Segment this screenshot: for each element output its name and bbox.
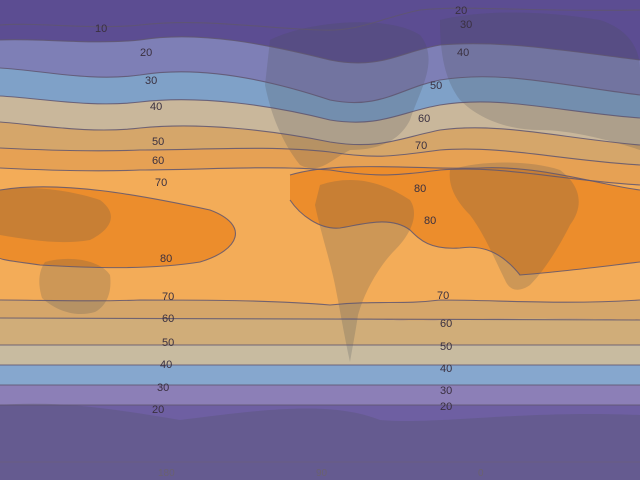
label-s40: 40 — [160, 359, 172, 371]
label-sr50: 50 — [440, 341, 452, 353]
land-asia-islands — [0, 188, 111, 243]
band-south-40-30 — [0, 365, 640, 385]
label-nr40: 40 — [457, 47, 469, 59]
label-n50: 50 — [152, 136, 164, 148]
band-south-50-40 — [0, 345, 640, 365]
lon-label-0: 0 — [478, 468, 484, 479]
label-n20: 20 — [140, 47, 152, 59]
label-nr60: 60 — [418, 113, 430, 125]
label-n60: 60 — [152, 155, 164, 167]
label-nr20: 20 — [455, 5, 467, 17]
label-sr70: 70 — [437, 290, 449, 302]
label-n30: 30 — [145, 75, 157, 87]
band-north-40-50 — [0, 68, 640, 123]
label-n70: 70 — [155, 177, 167, 189]
band-south-60-50 — [0, 318, 640, 345]
label-nr80b: 80 — [424, 215, 436, 227]
lon-label-180: 180 — [158, 468, 175, 479]
band-north-20-30 — [0, 0, 640, 63]
isotherm-n70 — [0, 167, 640, 186]
label-nr70: 70 — [415, 140, 427, 152]
label-s70: 70 — [162, 291, 174, 303]
contour-labels-south-left: 70 60 50 40 30 20 — [152, 291, 174, 416]
label-sr30: 30 — [440, 385, 452, 397]
label-n80: 80 — [160, 253, 172, 265]
isotherm-n60 — [0, 147, 640, 166]
contour-labels-south-right: 70 60 50 40 30 20 — [437, 290, 452, 413]
band-north-30-40 — [0, 36, 640, 103]
label-nr50: 50 — [430, 80, 442, 92]
isotherm-n20 — [0, 36, 640, 64]
isotherm-80-east — [289, 166, 640, 276]
land-antarctica — [0, 403, 640, 480]
band-south-70-60 — [0, 300, 640, 321]
isotherm-n50 — [0, 121, 640, 146]
isotherm-n10 — [0, 7, 640, 31]
contour-labels-north-left: 10 20 30 40 50 60 70 80 — [95, 23, 172, 265]
label-nr80a: 80 — [414, 183, 426, 195]
label-sr60: 60 — [440, 318, 452, 330]
label-s30: 30 — [157, 382, 169, 394]
isotherm-s70 — [0, 299, 640, 306]
label-nr30: 30 — [460, 19, 472, 31]
isotherm-n40 — [0, 95, 640, 123]
band-north-60-70 — [0, 122, 640, 165]
band-north-70-80 — [0, 148, 640, 185]
band-south-30-20 — [0, 385, 640, 405]
label-sr40: 40 — [440, 363, 452, 375]
land-south-america — [315, 180, 415, 362]
land-africa — [449, 162, 579, 290]
band-tropical-80-east — [290, 166, 640, 275]
contour-labels-north-right: 20 30 40 50 60 70 80 80 — [414, 5, 472, 227]
label-s50: 50 — [162, 337, 174, 349]
label-n40: 40 — [150, 101, 162, 113]
longitude-axis: 180 90 0 — [0, 461, 640, 479]
label-s20: 20 — [152, 404, 164, 416]
isotherms — [0, 7, 640, 406]
isotherm-s60 — [0, 317, 640, 321]
label-s60: 60 — [162, 313, 174, 325]
label-sr20: 20 — [440, 401, 452, 413]
label-n10: 10 — [95, 23, 107, 35]
isotherm-n30 — [0, 67, 640, 104]
band-north-50-60 — [0, 96, 640, 145]
lon-label-90: 90 — [316, 468, 328, 479]
isotherm-80-west — [0, 186, 236, 269]
band-tropical-80-west — [0, 186, 236, 268]
